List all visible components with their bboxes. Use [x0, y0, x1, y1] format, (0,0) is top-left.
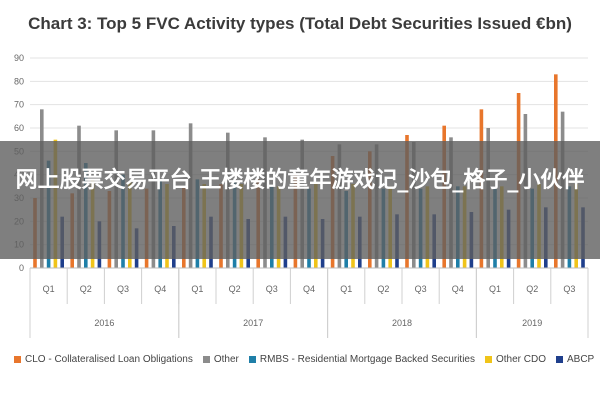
- watermark-text: 网上股票交易平台 王楼楼的童年游戏记_沙包_格子_小伙伴: [15, 168, 585, 193]
- legend-swatch: [14, 355, 21, 363]
- x-tick-label: Q2: [80, 284, 92, 294]
- legend-label: Other: [213, 353, 239, 365]
- legend-item: RMBS - Residential Mortgage Backed Secur…: [248, 353, 475, 365]
- legend: CLO - Collateralised Loan Obligations Oth…: [14, 347, 600, 371]
- legend-swatch: [484, 355, 492, 363]
- year-label: 2018: [392, 318, 412, 328]
- x-tick-label: Q4: [154, 284, 166, 294]
- y-tick-label: 90: [14, 53, 24, 63]
- legend-item: Other: [202, 353, 239, 365]
- legend-label: Other CDO: [495, 353, 546, 365]
- y-tick-label: 0: [19, 263, 24, 273]
- x-tick-label: Q3: [563, 284, 575, 294]
- year-label: 2017: [243, 318, 263, 328]
- x-tick-label: Q1: [191, 284, 203, 294]
- year-label: 2019: [522, 318, 542, 328]
- legend-swatch: [202, 355, 210, 363]
- x-tick-label: Q2: [377, 284, 389, 294]
- chart-title: Chart 3: Top 5 FVC Activity types (Total…: [28, 14, 572, 33]
- x-tick-label: Q4: [452, 284, 464, 294]
- x-tick-label: Q1: [489, 284, 501, 294]
- x-tick-label: Q3: [266, 284, 278, 294]
- y-tick-label: 80: [14, 76, 24, 86]
- x-tick-label: Q1: [340, 284, 352, 294]
- legend-swatch: [556, 355, 563, 363]
- x-tick-label: Q3: [117, 284, 129, 294]
- y-tick-label: 60: [14, 123, 24, 133]
- legend-label: CLO - Collateralised Loan Obligations: [25, 353, 193, 365]
- watermark-banner: 网上股票交易平台 王楼楼的童年游戏记_沙包_格子_小伙伴: [0, 141, 600, 259]
- legend-swatch: [248, 355, 256, 363]
- legend-item: ABCP: [556, 354, 594, 365]
- year-label: 2016: [94, 318, 114, 328]
- x-tick-label: Q2: [526, 284, 538, 294]
- x-tick-label: Q1: [43, 284, 55, 294]
- legend-item: CLO - Collateralised Loan Obligations: [14, 354, 193, 365]
- legend-label: ABCP: [567, 353, 595, 365]
- legend-label: RMBS - Residential Mortgage Backed Secur…: [259, 353, 475, 365]
- legend-item: Other CDO: [484, 353, 546, 365]
- y-tick-label: 70: [14, 100, 24, 110]
- x-tick-label: Q4: [303, 284, 315, 294]
- x-tick-label: Q2: [229, 284, 241, 294]
- x-tick-label: Q3: [415, 284, 427, 294]
